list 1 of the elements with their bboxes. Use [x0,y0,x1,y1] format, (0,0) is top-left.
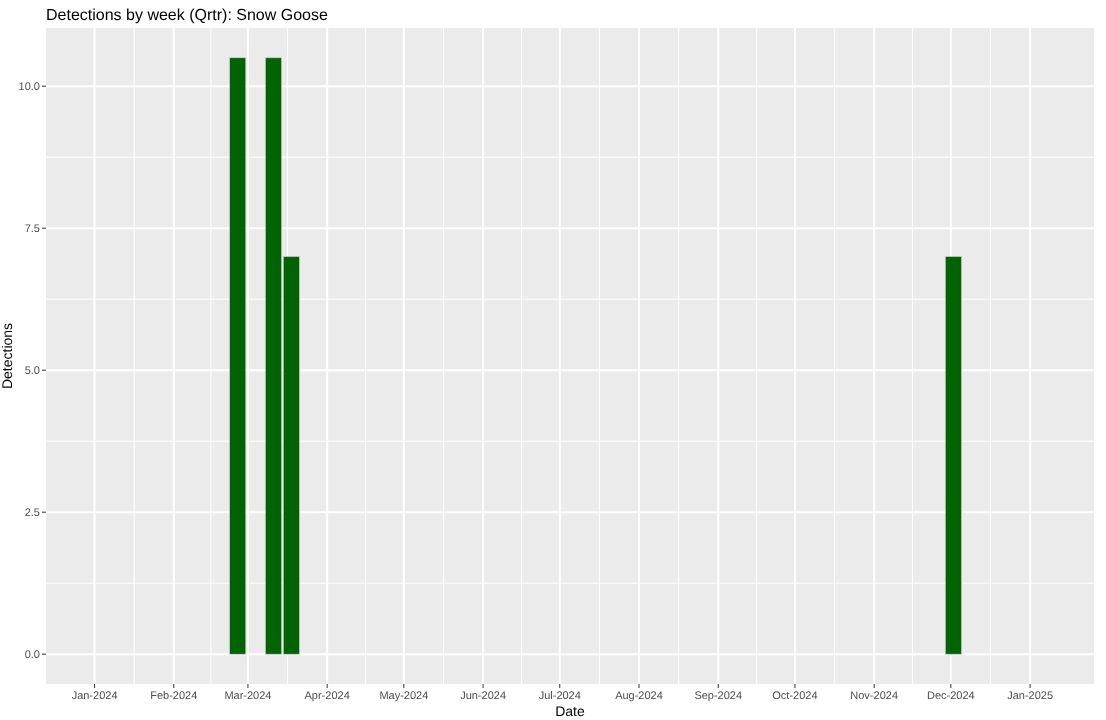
chart-title: Detections by week (Qrtr): Snow Goose [46,6,329,24]
